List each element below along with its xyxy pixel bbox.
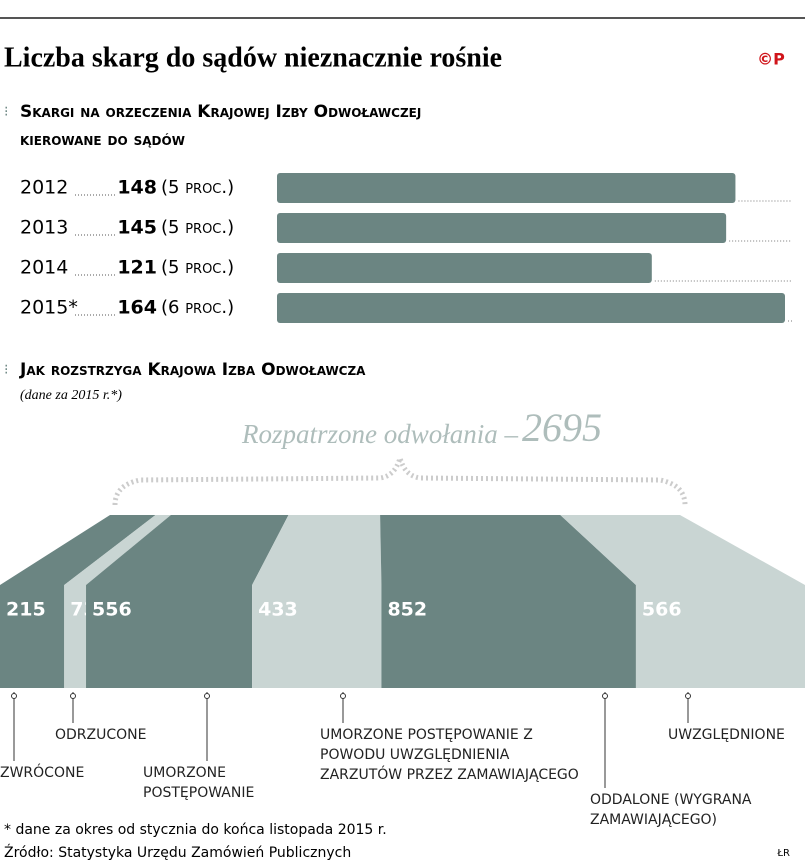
category-label: Umorzone postępowanie [143, 765, 255, 801]
chart-title: Skargi na orzeczenia Krajowej Izby Odwoł… [20, 102, 421, 150]
share-label: (5 proc.) [161, 257, 234, 278]
tick-dot [340, 693, 346, 699]
share-label: (6 proc.) [161, 297, 234, 318]
total-value: 2695 [522, 405, 602, 450]
share-label: (5 proc.) [161, 177, 234, 198]
value-label: 556 [92, 599, 132, 621]
value-label: 852 [387, 599, 427, 621]
tick-dot [685, 693, 691, 699]
bullet: ⁝ [4, 104, 8, 120]
total-label: Rozpatrzone odwołania – [241, 419, 519, 449]
bar [277, 253, 652, 283]
segment [86, 515, 289, 688]
category-label: 2014 [20, 257, 68, 279]
logo: ©P [757, 50, 785, 69]
credit: ŁR [776, 848, 790, 859]
category-label: 2013 [20, 217, 68, 239]
segment [64, 515, 171, 688]
tick-dot [70, 693, 76, 699]
value-label: 215 [6, 599, 46, 621]
category-label: Uwzględnione [668, 727, 785, 743]
tick-dot [602, 693, 608, 699]
segment [252, 515, 382, 688]
brace [112, 448, 688, 506]
value-label: 164 [117, 297, 157, 319]
value-label: 148 [117, 177, 157, 199]
segment [560, 515, 805, 688]
bar [277, 293, 785, 323]
title: Liczba skarg do sądów nieznacznie rośnie [4, 42, 502, 73]
value-label: 566 [642, 599, 682, 621]
category-label: Odrzucone [55, 727, 147, 743]
bullet: ⁝ [4, 362, 8, 378]
footnote: * dane za okres od stycznia do końca lis… [4, 822, 387, 838]
category-label: Umorzone postępowanie z powodu uwzględni… [320, 727, 579, 783]
bar [277, 213, 727, 243]
chart-title: Jak rozstrzyga Krajowa Izba Odwoławcza [19, 360, 366, 380]
category-label: Oddalone (wygrana zamawiającego) [590, 792, 752, 828]
category-label: 2012 [20, 177, 68, 199]
value-label: 145 [117, 217, 157, 239]
segment [0, 515, 156, 688]
segment [380, 515, 636, 688]
chart-subtitle: (dane za 2015 r.*) [20, 388, 122, 403]
tick-dot [11, 693, 17, 699]
category-label: 2015* [20, 297, 78, 319]
category-label: Zwrócone [0, 765, 85, 781]
share-label: (5 proc.) [161, 217, 234, 238]
tick-dot [204, 693, 210, 699]
value-label: 121 [117, 257, 157, 279]
source: Źródło: Statystyka Urzędu Zamówień Publi… [4, 843, 351, 861]
bar [277, 173, 736, 203]
value-label: 433 [258, 599, 298, 621]
